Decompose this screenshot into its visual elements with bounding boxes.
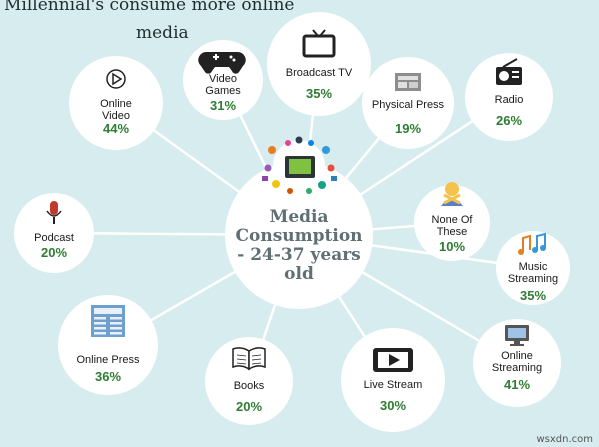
- bubble-live-stream: Live Stream 30%: [341, 328, 445, 432]
- bubble-percent: 30%: [380, 398, 406, 413]
- radio-icon: [496, 58, 522, 85]
- bubble-percent: 41%: [504, 377, 530, 392]
- bubble-percent: 20%: [41, 245, 67, 260]
- bubble-circle: [205, 337, 293, 425]
- center-title: Media Consumption - 24-37 years old: [235, 207, 362, 284]
- center-circle: [225, 161, 373, 309]
- bubble-label: Online Press: [77, 354, 140, 366]
- bubble-label: Video Games: [205, 73, 241, 97]
- newspaper-icon: [395, 73, 421, 91]
- bubble-percent: 35%: [520, 288, 546, 303]
- bubble-percent: 36%: [95, 369, 121, 384]
- book-icon: [232, 347, 266, 371]
- bubble-label: Music Streaming: [508, 261, 558, 285]
- bubble-percent: 26%: [496, 113, 522, 128]
- bubble-physical-press: Physical Press 19%: [362, 57, 454, 149]
- bubble-percent: 10%: [439, 239, 465, 254]
- bubble-circle: [473, 319, 561, 407]
- bubble-circle: [496, 231, 570, 305]
- online-newspaper-icon: [91, 305, 125, 337]
- bubble-label: None Of These: [432, 214, 474, 238]
- microphone-icon: [46, 201, 62, 224]
- bubble-percent: 44%: [103, 121, 129, 136]
- play-icon: [106, 69, 126, 89]
- bubble-circle: [341, 328, 445, 432]
- monitor-icon: [505, 325, 529, 346]
- bubble-online-streaming: Online Streaming 41%: [473, 319, 561, 407]
- bubble-circle: [69, 56, 163, 150]
- center-bubble: Media Consumption - 24-37 years old: [225, 136, 373, 309]
- bubble-label: Books: [234, 380, 265, 392]
- bubble-label: Broadcast TV: [286, 67, 353, 79]
- title-line-1: Millennial's consume more online: [4, 0, 295, 15]
- bubble-circle: [362, 57, 454, 149]
- bubble-radio: Radio 26%: [465, 53, 553, 141]
- live-stream-play-icon: [373, 348, 413, 372]
- bubble-label: Online Streaming: [492, 350, 542, 374]
- bubble-circle: [465, 53, 553, 141]
- bubble-broadcast-tv: Broadcast TV 35%: [267, 12, 371, 116]
- bubble-label: Physical Press: [372, 99, 445, 111]
- bubble-label: Online Video: [100, 98, 132, 122]
- bubble-label: Podcast: [34, 232, 74, 244]
- media-cluster-icon: [262, 136, 337, 194]
- gamepad-icon: [198, 51, 246, 74]
- bubble-online-press: Online Press 36%: [58, 295, 158, 395]
- bubble-percent: 31%: [210, 98, 236, 113]
- bubble-percent: 19%: [395, 121, 421, 136]
- bubble-music-streaming: Music Streaming 35%: [496, 231, 570, 305]
- watermark: wsxdn.com: [536, 434, 593, 445]
- tv-icon: [302, 29, 336, 58]
- bubble-percent: 20%: [236, 399, 262, 414]
- music-notes-icon: [518, 232, 546, 255]
- person-crossed-arms-icon: [441, 182, 463, 206]
- bubble-circle: [14, 193, 94, 273]
- bubble-books: Books 20%: [205, 337, 293, 425]
- title-line-2: media: [136, 23, 189, 43]
- bubble-label: Live Stream: [364, 379, 423, 391]
- bubble-label: Radio: [495, 94, 524, 106]
- bubble-percent: 35%: [306, 86, 332, 101]
- bubble-circle: [267, 12, 371, 116]
- bubble-circle: [58, 295, 158, 395]
- bubble-circle: [414, 185, 490, 261]
